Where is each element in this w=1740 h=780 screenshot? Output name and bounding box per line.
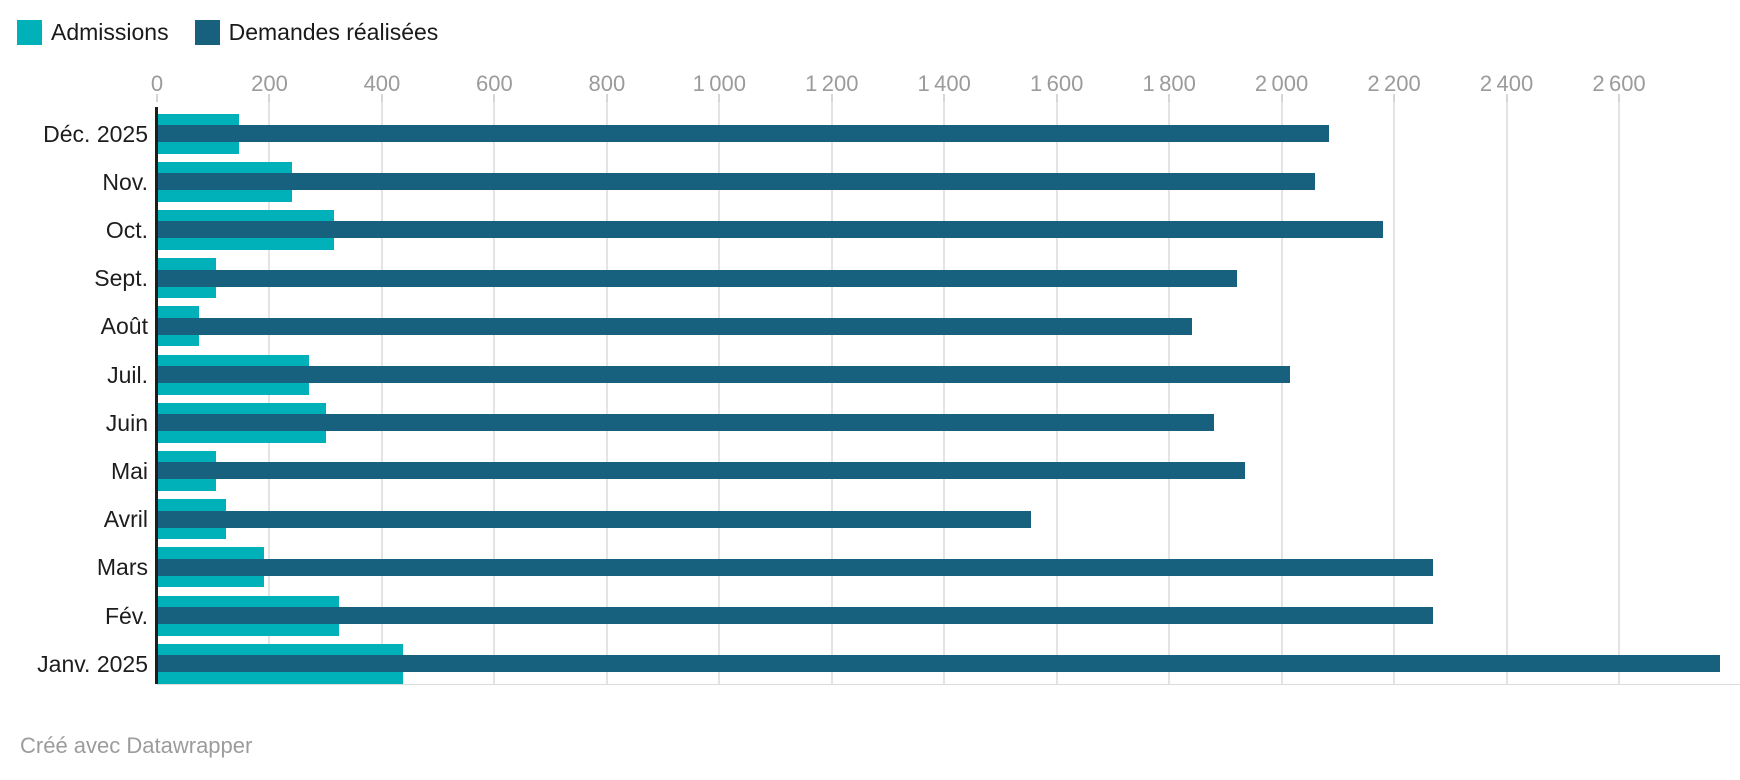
bar-demandes-3 (157, 221, 1383, 239)
tick-mark-1800 (1168, 94, 1171, 102)
legend-label-demandes: Demandes réalisées (228, 19, 439, 45)
legend-swatch-demandes-icon (194, 20, 220, 45)
gridline-2000 (1280, 100, 1283, 685)
legend-swatch-admissions-icon (17, 20, 42, 45)
bar-demandes-7 (157, 414, 1214, 432)
bar-demandes-4 (157, 269, 1237, 287)
x-tick-label-1600: 1 600 (1030, 71, 1084, 96)
row-label-11: Fév. (104, 602, 148, 629)
x-tick-label-2000: 2 000 (1254, 71, 1309, 96)
bar-demandes-1 (157, 125, 1329, 142)
legend-item-admissions: Admissions (17, 20, 169, 45)
gridline-800 (605, 100, 608, 685)
tick-mark-2200 (1393, 94, 1396, 102)
bar-demandes-8 (157, 462, 1245, 480)
gridline-2600 (1618, 100, 1620, 685)
tick-mark-1000 (718, 94, 721, 102)
gridline-600 (493, 100, 496, 685)
x-tick-label-1000: 1 000 (692, 71, 746, 96)
tick-mark-2000 (1280, 94, 1283, 102)
gridline-1600 (1055, 100, 1058, 685)
x-tick-label-2200: 2 200 (1367, 71, 1421, 96)
x-tick-label-2400: 2 400 (1479, 71, 1534, 96)
bar-demandes-2 (157, 173, 1315, 191)
row-label-3: Oct. (105, 216, 148, 243)
gridline-1400 (943, 100, 946, 685)
row-label-1: Déc. 2025 (43, 120, 148, 147)
legend-label-admissions: Admissions (51, 19, 169, 45)
row-label-12: Janv. 2025 (37, 650, 148, 677)
y-axis-line (155, 107, 158, 684)
tick-mark-400 (380, 94, 383, 102)
gridline-1200 (830, 100, 833, 685)
legend: Admissions Demandes réalisées (17, 20, 438, 45)
tick-mark-600 (493, 94, 496, 102)
x-tick-label-1200: 1 200 (805, 71, 859, 96)
x-baseline (157, 684, 1740, 685)
row-label-10: Mars (96, 554, 148, 581)
x-tick-label-0: 0 (150, 71, 164, 96)
bar-demandes-9 (157, 510, 1031, 528)
row-label-8: Mai (110, 457, 148, 484)
bar-demandes-6 (157, 366, 1290, 383)
tick-mark-2400 (1505, 94, 1508, 102)
row-label-4: Sept. (94, 265, 148, 292)
legend-item-demandes: Demandes réalisées (194, 19, 439, 45)
bar-demandes-5 (157, 317, 1192, 335)
x-tick-label-1800: 1 800 (1142, 71, 1196, 96)
row-label-9: Avril (103, 506, 148, 533)
x-tick-label-800: 800 (588, 71, 626, 96)
gridline-2200 (1393, 100, 1396, 685)
tick-mark-800 (605, 94, 608, 102)
tick-mark-1200 (830, 94, 833, 102)
gridline-1000 (718, 100, 721, 685)
row-label-2: Nov. (102, 168, 148, 195)
x-tick-label-200: 200 (251, 71, 288, 96)
x-tick-label-1400: 1 400 (917, 71, 971, 96)
tick-mark-0 (156, 94, 158, 102)
x-tick-label-2600: 2 600 (1592, 71, 1646, 96)
x-tick-label-400: 400 (363, 71, 401, 96)
x-tick-label-600: 600 (476, 71, 513, 96)
row-label-7: Juin (105, 409, 148, 436)
gridline-2400 (1505, 100, 1508, 685)
row-label-6: Juil. (107, 361, 148, 388)
footer-credit: Créé avec Datawrapper (20, 733, 253, 758)
row-label-5: Août (100, 313, 148, 340)
tick-mark-1400 (943, 94, 946, 102)
tick-mark-200 (268, 94, 271, 102)
tick-mark-1600 (1055, 94, 1058, 102)
tick-mark-2600 (1618, 94, 1620, 102)
gridline-1800 (1168, 100, 1171, 685)
bar-demandes-11 (157, 607, 1433, 624)
gridline-400 (380, 100, 383, 685)
bar-demandes-12 (157, 655, 1720, 673)
bar-demandes-10 (157, 558, 1433, 576)
